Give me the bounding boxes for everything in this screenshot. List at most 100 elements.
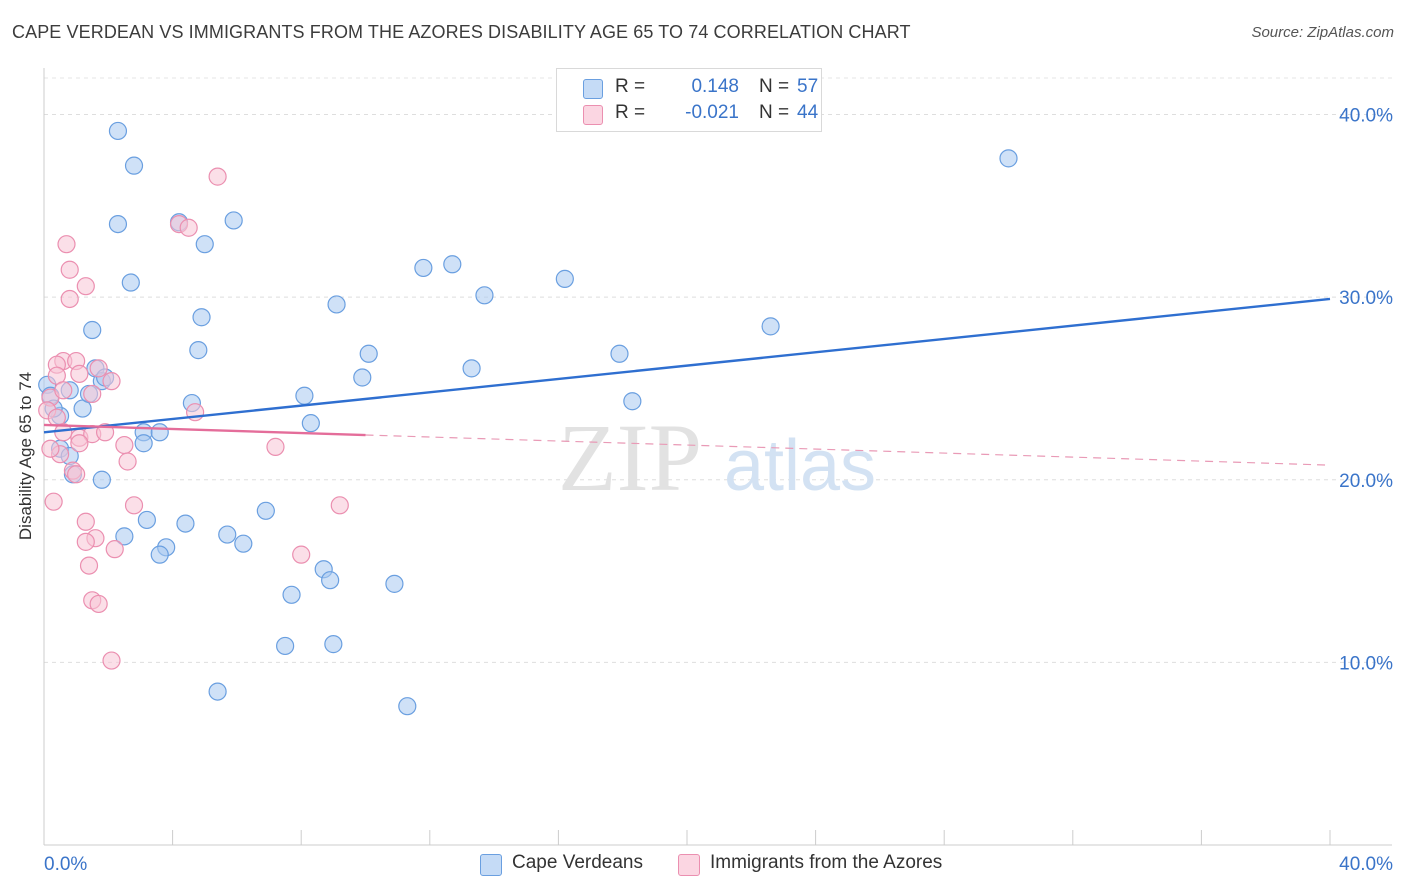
cape-verdean-point bbox=[623, 392, 642, 411]
cape-verdean-point bbox=[83, 320, 102, 340]
azores-point bbox=[89, 359, 108, 378]
cape-verdean-point bbox=[475, 286, 494, 305]
cape-verdean-point bbox=[218, 525, 237, 544]
cape-verdean-point bbox=[295, 386, 314, 405]
x-tick-label-max: 40.0% bbox=[1339, 854, 1393, 875]
cape-verdean-point bbox=[276, 636, 295, 656]
cape-verdean-point bbox=[208, 682, 227, 701]
azores-point bbox=[124, 496, 144, 515]
legend-n-value: 44 bbox=[797, 102, 819, 123]
azores-trend-line-solid bbox=[43, 423, 366, 437]
cape-verdean-point bbox=[555, 269, 574, 288]
azores-point bbox=[54, 381, 73, 400]
azores-point bbox=[44, 492, 63, 511]
azores-point bbox=[115, 435, 134, 455]
legend-n-label: N = bbox=[759, 102, 790, 123]
cape-verdean-point bbox=[761, 317, 780, 336]
x-tick-label-min: 0.0% bbox=[44, 854, 87, 875]
azores-trend-line-dashed bbox=[365, 434, 1331, 466]
cape-verdean-point bbox=[124, 156, 144, 175]
legend-swatch-pink bbox=[583, 105, 603, 125]
cape-verdean-point bbox=[462, 359, 481, 378]
cape-verdean-point bbox=[385, 574, 404, 593]
legend-n-value: 57 bbox=[797, 76, 819, 97]
azores-point bbox=[118, 452, 137, 471]
cape-verdean-point bbox=[92, 470, 111, 489]
cape-verdean-point bbox=[324, 635, 343, 654]
azores-point bbox=[102, 651, 121, 670]
azores-point bbox=[208, 167, 227, 186]
cape-verdean-point bbox=[137, 510, 156, 530]
cape-verdean-point bbox=[359, 344, 378, 363]
bottom-legend-label: Immigrants from the Azores bbox=[710, 852, 943, 873]
azores-point bbox=[102, 372, 121, 391]
y-tick-label: 30.0% bbox=[1339, 288, 1393, 309]
cape-verdean-trend-line bbox=[43, 297, 1331, 434]
azores-point bbox=[57, 235, 76, 254]
watermark-zip: ZIP bbox=[558, 404, 702, 511]
azores-point bbox=[76, 512, 95, 531]
azores-point bbox=[179, 218, 198, 237]
azores-point bbox=[79, 556, 99, 575]
azores-point bbox=[266, 437, 285, 456]
bottom-legend-label: Cape Verdeans bbox=[512, 852, 643, 873]
legend-r-label: R = bbox=[615, 76, 646, 97]
legend-r-value: -0.021 bbox=[685, 102, 739, 123]
y-axis-label: Disability Age 65 to 74 bbox=[16, 371, 35, 541]
gridlines bbox=[44, 77, 1392, 663]
cape-verdean-point bbox=[398, 697, 417, 716]
cape-verdean-point bbox=[610, 344, 629, 363]
cape-verdean-point bbox=[282, 585, 301, 604]
cape-verdean-point bbox=[189, 341, 208, 360]
source-credit: Source: ZipAtlas.com bbox=[1251, 24, 1394, 41]
cape-verdean-point bbox=[353, 368, 372, 387]
cape-verdean-point bbox=[256, 501, 275, 520]
watermark-atlas: atlas bbox=[724, 426, 876, 506]
cape-verdean-point bbox=[108, 121, 128, 141]
cape-verdean-point bbox=[108, 214, 128, 234]
legend-r-value: 0.148 bbox=[691, 76, 739, 97]
azores-point bbox=[76, 532, 95, 551]
cape-verdean-point bbox=[115, 527, 134, 546]
cape-verdean-point bbox=[301, 414, 320, 433]
cape-verdean-point bbox=[443, 255, 462, 274]
axes bbox=[43, 68, 1392, 846]
azores-point bbox=[292, 545, 311, 564]
legend-swatch-blue bbox=[583, 79, 603, 99]
y-tick-label: 10.0% bbox=[1339, 653, 1393, 674]
azores-point bbox=[89, 594, 108, 614]
watermark: ZIP atlas bbox=[558, 404, 876, 511]
cape-verdean-point bbox=[234, 534, 253, 553]
azores-point bbox=[76, 277, 95, 296]
data-points bbox=[38, 121, 1018, 716]
chart-title: CAPE VERDEAN VS IMMIGRANTS FROM THE AZOR… bbox=[12, 22, 911, 42]
azores-point bbox=[105, 540, 124, 559]
azores-point bbox=[60, 289, 79, 309]
tick-labels: 10.0% 20.0% 30.0% 40.0% 0.0% 40.0% bbox=[44, 106, 1393, 875]
bottom-legend-swatch-blue bbox=[480, 854, 502, 876]
cape-verdean-point bbox=[224, 211, 243, 230]
bottom-legend-swatch-pink bbox=[678, 854, 700, 876]
cape-verdean-point bbox=[327, 295, 346, 314]
legend-r-label: R = bbox=[615, 102, 646, 123]
cape-verdean-point bbox=[150, 545, 169, 564]
cape-verdean-point bbox=[121, 273, 140, 292]
legend-n-label: N = bbox=[759, 76, 790, 97]
azores-point bbox=[83, 384, 102, 404]
azores-point bbox=[70, 434, 89, 453]
y-tick-label: 20.0% bbox=[1339, 471, 1393, 492]
azores-point bbox=[41, 439, 60, 458]
trend-lines bbox=[43, 297, 1331, 466]
cape-verdean-point bbox=[192, 308, 211, 327]
cape-verdean-point bbox=[150, 423, 169, 442]
azores-point bbox=[67, 465, 86, 484]
cape-verdean-point bbox=[134, 434, 153, 453]
cape-verdean-point bbox=[321, 571, 340, 590]
azores-point bbox=[330, 496, 349, 515]
azores-point bbox=[70, 364, 89, 383]
cape-verdean-point bbox=[414, 258, 433, 278]
cape-verdean-point bbox=[176, 514, 195, 533]
stats-legend: R = 0.148 N = 57 R = -0.021 N = 44 bbox=[556, 68, 822, 132]
cape-verdean-point bbox=[195, 235, 214, 254]
